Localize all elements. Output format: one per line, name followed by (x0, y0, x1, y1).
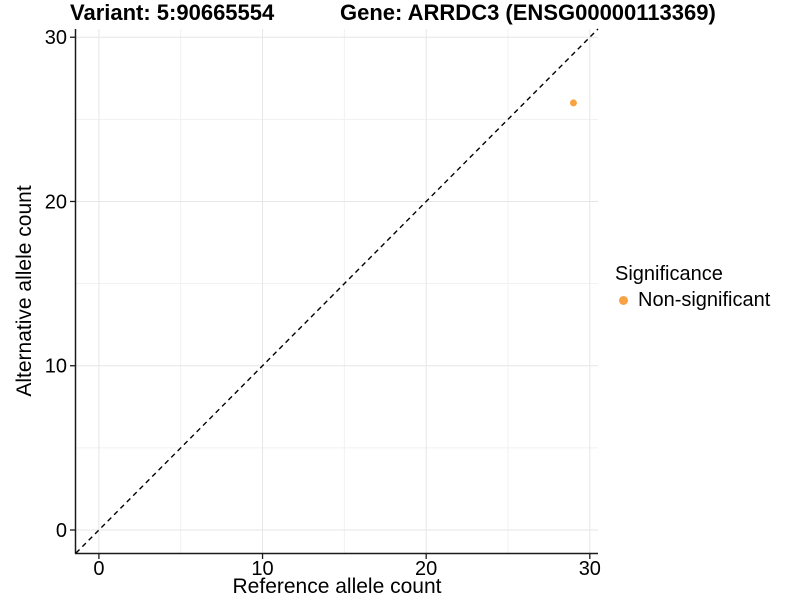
legend-title: Significance (615, 263, 723, 285)
x-tick-label: 10 (251, 558, 273, 580)
x-tick-label: 30 (579, 558, 601, 580)
gridlines-minor (76, 29, 598, 553)
data-point (569, 99, 577, 107)
plot-title-gene: Gene: ARRDC3 (ENSG00000113369) (340, 0, 716, 25)
x-tick-label: 20 (415, 558, 437, 580)
tick-labels: 0 10 20 30 0 10 20 30 (45, 27, 601, 580)
y-axis-title: Alternative allele count (13, 185, 36, 396)
x-axis-title: Reference allele count (233, 575, 442, 598)
legend-items: Non-significant (615, 288, 770, 312)
y-tick-label: 0 (56, 520, 67, 542)
legend-item: Non-significant (615, 288, 770, 312)
axis-lines (74, 29, 598, 555)
legend-key-dot-icon (619, 295, 628, 305)
legend: Significance Non-significant (615, 262, 770, 312)
plot-title-variant: Variant: 5:90665554 (70, 0, 275, 25)
x-tick-label: 0 (93, 558, 104, 580)
data-points (569, 99, 577, 107)
gridlines-major (76, 29, 598, 553)
legend-item-label: Non-significant (638, 289, 771, 311)
y-tick-label: 30 (45, 27, 67, 49)
tick-marks (70, 36, 591, 559)
abline-dashed (75, 28, 599, 554)
y-tick-label: 10 (45, 356, 67, 378)
y-tick-label: 20 (45, 191, 67, 213)
identity-dashed-line (75, 28, 599, 554)
